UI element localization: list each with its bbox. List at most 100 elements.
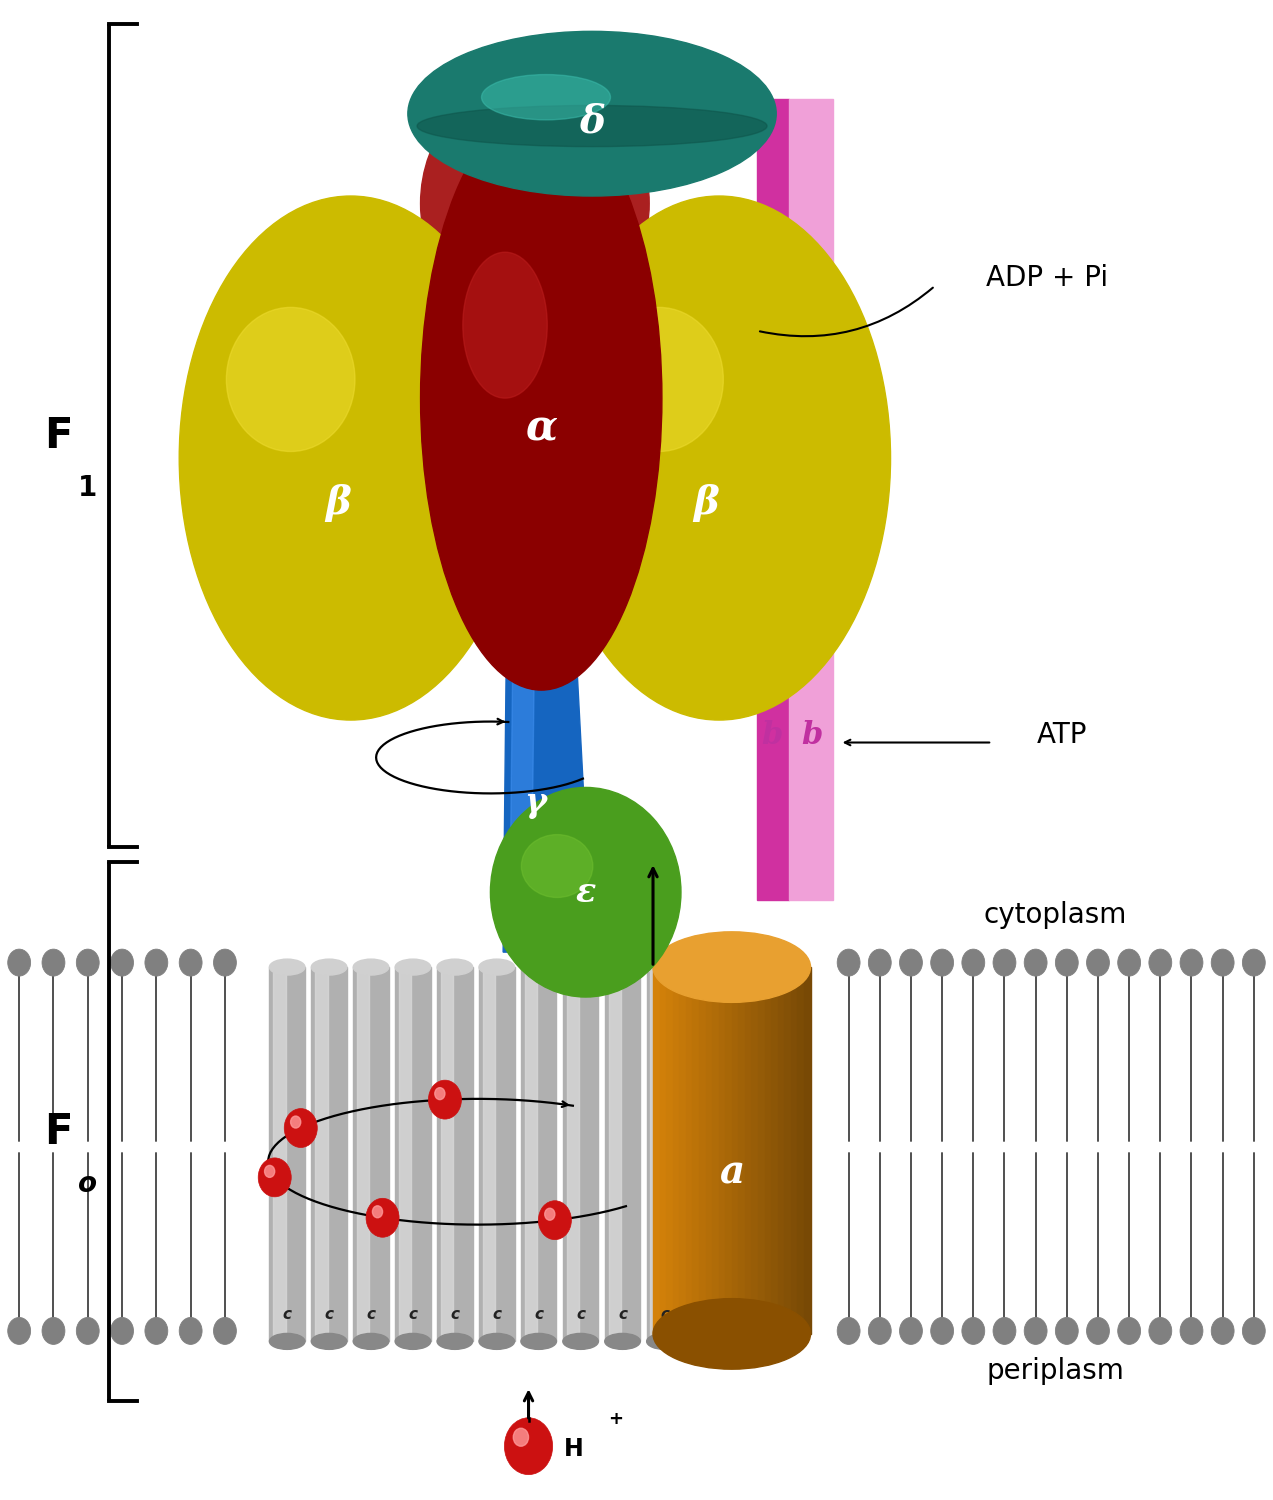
Circle shape [367,1198,398,1237]
Bar [666,968,672,1334]
Ellipse shape [179,196,522,720]
Bar [353,968,388,1341]
Text: cytoplasm: cytoplasm [984,900,1128,928]
Circle shape [373,1206,383,1218]
Ellipse shape [312,958,346,975]
Ellipse shape [521,958,556,975]
Circle shape [1055,1317,1078,1344]
Bar [726,968,732,1334]
Text: c: c [659,1306,668,1322]
Circle shape [42,950,65,976]
Circle shape [838,950,861,976]
Circle shape [962,950,985,976]
Ellipse shape [444,195,524,272]
Ellipse shape [270,1334,306,1350]
Text: ADP + Pi: ADP + Pi [985,264,1108,292]
Text: periplasm: periplasm [987,1358,1124,1386]
Bar [705,968,712,1334]
Ellipse shape [353,958,388,975]
Ellipse shape [437,958,472,975]
Circle shape [538,1200,572,1239]
Circle shape [868,1317,891,1344]
Ellipse shape [653,1299,811,1370]
Text: b: b [761,720,783,750]
Ellipse shape [653,932,811,1002]
Ellipse shape [407,32,777,196]
Text: α: α [526,406,558,448]
Ellipse shape [479,1334,514,1350]
Bar [778,968,784,1334]
Bar [797,968,805,1334]
Circle shape [284,1108,317,1148]
Text: c: c [451,1306,460,1322]
Circle shape [42,1317,65,1344]
Bar [398,972,411,1336]
Bar [647,968,682,1341]
Ellipse shape [420,76,649,332]
Bar [563,968,598,1341]
Circle shape [76,1317,99,1344]
Ellipse shape [594,308,723,452]
Circle shape [429,1080,461,1119]
Bar [395,968,430,1341]
Circle shape [900,950,923,976]
Circle shape [1055,950,1078,976]
Circle shape [179,1317,202,1344]
Bar [482,972,495,1336]
Bar [316,972,327,1336]
Bar [805,968,811,1334]
Text: c: c [617,1306,628,1322]
Circle shape [1087,1317,1109,1344]
Circle shape [838,1317,861,1344]
Ellipse shape [420,106,662,690]
Circle shape [76,950,99,976]
Ellipse shape [647,958,682,975]
Circle shape [145,950,168,976]
Bar [757,99,789,900]
Ellipse shape [227,308,355,452]
Text: a: a [719,1154,745,1192]
Circle shape [1118,1317,1141,1344]
Circle shape [179,950,202,976]
Circle shape [1025,950,1048,976]
Circle shape [214,950,237,976]
Ellipse shape [563,1334,598,1350]
Ellipse shape [547,196,891,720]
Circle shape [8,1317,31,1344]
Circle shape [1087,950,1109,976]
Bar [745,968,751,1334]
Bar [608,972,621,1336]
Bar [524,972,537,1336]
Ellipse shape [647,1334,682,1350]
Bar [437,968,472,1341]
Circle shape [931,1317,953,1344]
Polygon shape [503,652,592,952]
Ellipse shape [521,1334,556,1350]
Ellipse shape [270,958,306,975]
Bar [789,99,834,900]
Text: c: c [325,1306,334,1322]
Circle shape [214,1317,237,1344]
Circle shape [931,950,953,976]
Polygon shape [509,668,535,938]
Bar [672,968,680,1334]
Bar [693,968,699,1334]
Circle shape [504,1418,552,1474]
Bar [312,968,346,1341]
Bar [712,968,719,1334]
Ellipse shape [481,75,611,120]
Bar [605,968,640,1341]
Bar [771,968,778,1334]
Bar [791,968,797,1334]
Circle shape [1118,950,1141,976]
Ellipse shape [605,1334,640,1350]
Bar [659,968,666,1334]
Text: γ: γ [524,786,546,819]
Bar [356,972,369,1336]
Circle shape [900,1317,923,1344]
Bar [719,968,726,1334]
Circle shape [1242,1317,1265,1344]
Ellipse shape [395,1334,430,1350]
Bar [732,968,738,1334]
Text: c: c [535,1306,544,1322]
